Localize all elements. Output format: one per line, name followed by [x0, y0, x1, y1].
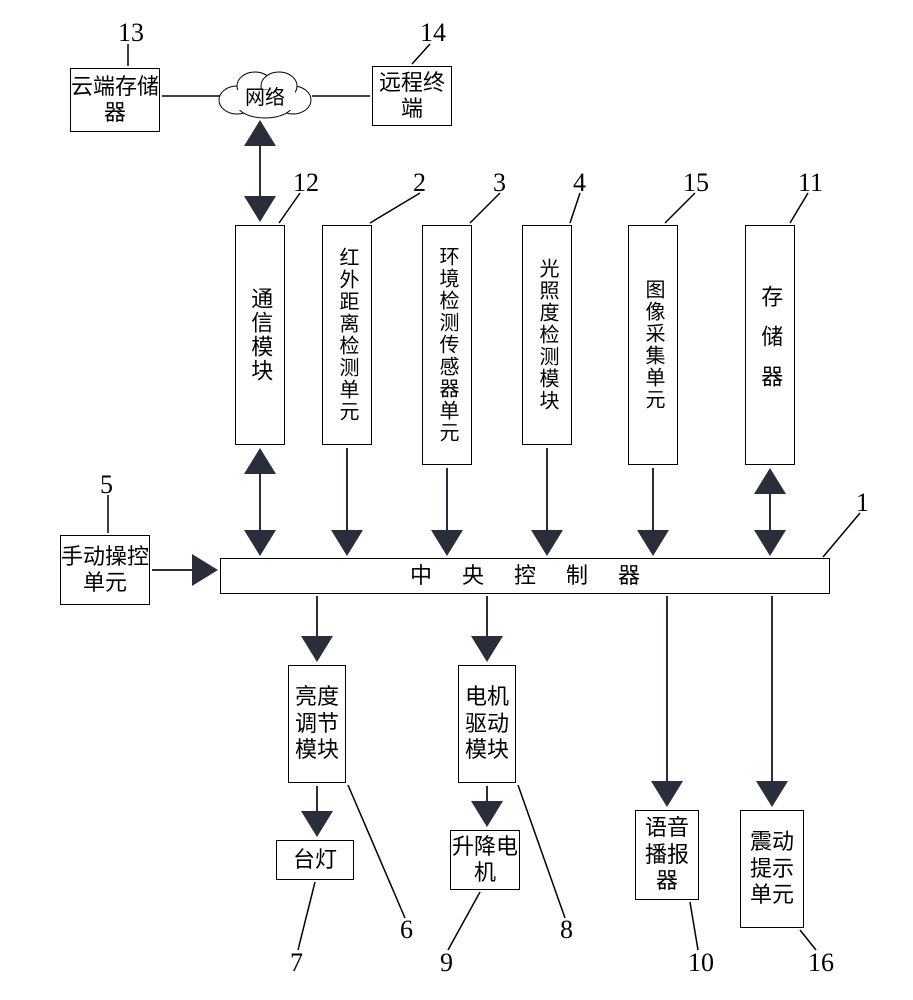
num-label-5: 5 — [100, 470, 113, 500]
num-label-1: 1 — [856, 488, 869, 518]
num-label-16: 16 — [808, 948, 834, 978]
num-label-9: 9 — [440, 948, 453, 978]
num-label-12: 12 — [293, 168, 319, 198]
arrow-to-n6 — [301, 596, 333, 662]
node-label: 电机驱动模块 — [459, 684, 515, 763]
arrow-cloud-comm — [244, 120, 276, 222]
num-label-2: 2 — [413, 168, 426, 198]
node-label: 语音播报器 — [636, 815, 698, 894]
node-storage: 存储器 — [745, 225, 795, 465]
node-label: 亮度调节模块 — [289, 684, 345, 763]
node-voice-announcer: 语音播报器 — [635, 810, 699, 900]
node-central-controller: 中央控制器 — [220, 558, 830, 594]
node-motor-driver: 电机驱动模块 — [458, 665, 516, 783]
node-manual-control: 手动操控单元 — [60, 535, 150, 605]
node-label: 红外距离检测单元 — [335, 247, 359, 423]
num-label-11: 11 — [798, 168, 823, 198]
arrow-comm-controller — [244, 448, 276, 556]
node-label: 图像采集单元 — [641, 279, 665, 411]
node-label: 震动提示单元 — [741, 829, 803, 908]
arrow-n6-n7 — [301, 786, 333, 837]
node-vibration-alert: 震动提示单元 — [740, 810, 804, 928]
node-brightness-module: 亮度调节模块 — [288, 665, 346, 783]
node-label: 存储器 — [757, 285, 783, 405]
node-label: 环境检测传感器单元 — [435, 246, 459, 444]
arrow-n2-down — [331, 448, 363, 556]
num-label-15: 15 — [683, 168, 709, 198]
node-cloud-storage: 云端存储器 — [70, 68, 160, 132]
node-label: 升降电机 — [451, 834, 519, 887]
num-label-10: 10 — [688, 948, 714, 978]
node-label: 手动操控单元 — [61, 544, 149, 597]
node-comm-module: 通信模块 — [235, 225, 285, 445]
cloud-icon: 网络 — [219, 72, 311, 118]
node-label: 通信模块 — [247, 287, 273, 383]
arrow-n3-down — [431, 468, 463, 556]
node-image-capture: 图像采集单元 — [628, 225, 678, 465]
node-label: 中央控制器 — [410, 563, 670, 589]
node-light-sensor: 光照度检测模块 — [522, 225, 572, 445]
num-label-14: 14 — [420, 18, 446, 48]
num-label-4: 4 — [573, 168, 586, 198]
arrow-to-n16 — [756, 596, 788, 807]
node-label: 云端存储器 — [71, 74, 159, 127]
node-ir-distance: 红外距离检测单元 — [322, 225, 372, 445]
node-label: 光照度检测模块 — [535, 258, 559, 412]
node-label: 台灯 — [293, 847, 337, 873]
node-env-sensor: 环境检测传感器单元 — [422, 225, 472, 465]
num-label-8: 8 — [560, 915, 573, 945]
arrow-to-n10 — [651, 596, 683, 807]
diagram-canvas: 云端存储器 远程终端 通信模块 红外距离检测单元 环境检测传感器单元 光照度检测… — [0, 0, 913, 1000]
arrow-manual-right — [152, 554, 218, 586]
node-lift-motor: 升降电机 — [450, 830, 520, 890]
arrow-storage-controller — [754, 468, 786, 556]
node-desk-lamp: 台灯 — [276, 840, 354, 880]
num-label-3: 3 — [493, 168, 506, 198]
arrow-n15-down — [637, 468, 669, 556]
arrow-n8-n9 — [471, 786, 503, 827]
node-remote-terminal: 远程终端 — [372, 66, 452, 126]
arrow-n4-down — [531, 448, 563, 556]
num-label-7: 7 — [290, 948, 303, 978]
arrow-to-n8 — [471, 596, 503, 662]
num-label-6: 6 — [400, 915, 413, 945]
node-label: 远程终端 — [373, 70, 451, 123]
num-label-13: 13 — [118, 18, 144, 48]
cloud-label: 网络 — [245, 86, 285, 109]
